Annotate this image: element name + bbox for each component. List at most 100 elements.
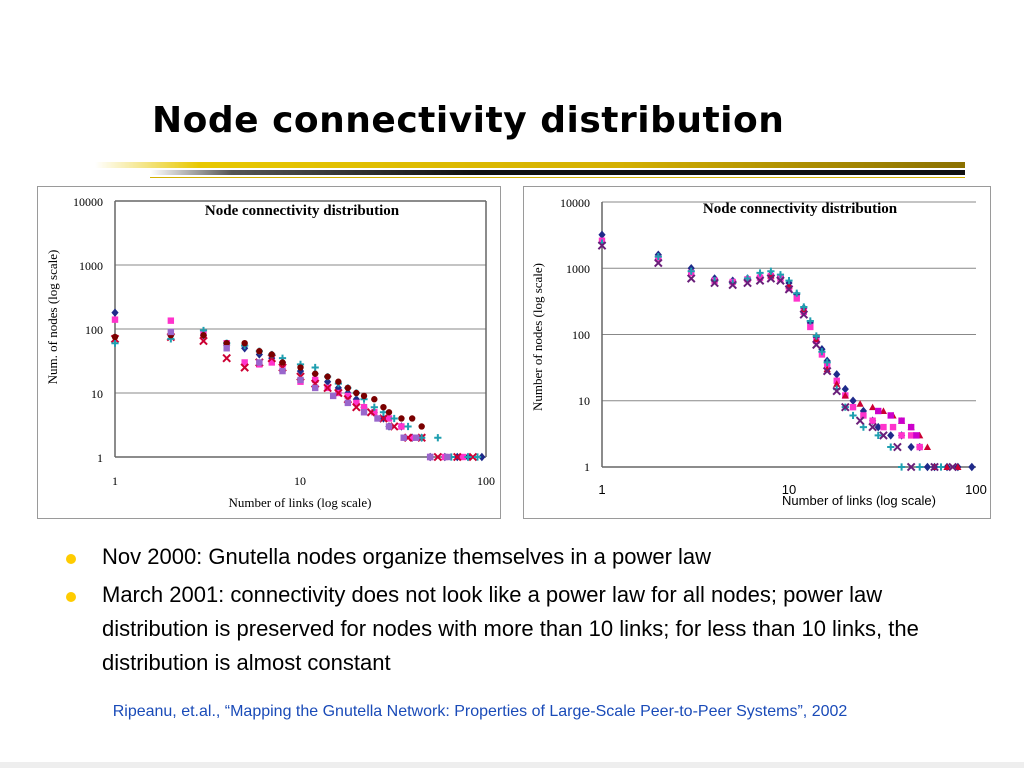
y-axis-label-text: Number of nodes (log scale) bbox=[530, 263, 545, 411]
data-point bbox=[413, 435, 419, 441]
x-tick-label-10: 10 bbox=[294, 474, 306, 488]
data-point bbox=[223, 345, 229, 351]
data-point bbox=[112, 316, 118, 322]
title-rule-gold bbox=[95, 162, 965, 168]
y-axis-label-text: Num. of nodes (log scale) bbox=[45, 250, 60, 385]
data-point bbox=[434, 434, 441, 441]
data-point bbox=[111, 308, 118, 316]
x-tick-label-10: 10 bbox=[782, 482, 796, 497]
citation: Ripeanu, et.al., “Mapping the Gnutella N… bbox=[80, 700, 880, 724]
data-point bbox=[312, 364, 319, 371]
data-point bbox=[256, 359, 262, 365]
data-point bbox=[223, 355, 230, 362]
y-tick-label-10000: 10000 bbox=[73, 195, 103, 209]
data-point bbox=[398, 415, 404, 421]
data-point bbox=[807, 324, 813, 330]
data-point bbox=[898, 417, 904, 423]
y-tick-label-10000: 10000 bbox=[560, 196, 590, 210]
chart-nov-2000-svg: Node connectivity distribution Num. of n… bbox=[38, 187, 500, 518]
data-point bbox=[887, 431, 894, 439]
data-point bbox=[324, 373, 330, 379]
data-point bbox=[924, 443, 931, 450]
y-tick-label-10: 10 bbox=[578, 394, 590, 408]
data-point bbox=[875, 408, 881, 414]
series-1 bbox=[112, 316, 466, 460]
series-5 bbox=[168, 329, 451, 460]
y-tick-label-1000: 1000 bbox=[566, 262, 590, 276]
data-point bbox=[444, 454, 450, 460]
x-tick-label-100: 100 bbox=[477, 474, 495, 488]
data-point bbox=[898, 463, 905, 470]
data-point bbox=[856, 417, 863, 424]
data-point bbox=[256, 348, 262, 354]
data-point bbox=[418, 423, 424, 429]
data-point bbox=[398, 423, 404, 429]
data-point bbox=[279, 359, 285, 365]
data-point bbox=[890, 424, 896, 430]
data-point bbox=[869, 417, 875, 423]
y-tick-label-10: 10 bbox=[91, 387, 103, 401]
x-tick-label-1: 1 bbox=[598, 482, 605, 497]
data-point bbox=[371, 396, 377, 402]
data-point bbox=[916, 463, 923, 470]
data-point bbox=[850, 404, 856, 410]
y-axis-label: Number of nodes (log scale) bbox=[530, 263, 545, 411]
data-point bbox=[297, 364, 303, 370]
x-axis-label: Number of links (log scale) bbox=[229, 495, 372, 510]
data-point bbox=[386, 409, 392, 415]
chart-title: Node connectivity distribution bbox=[703, 201, 898, 217]
data-point bbox=[279, 368, 285, 374]
data-point bbox=[849, 412, 856, 419]
gridlines bbox=[602, 202, 976, 467]
y-tick-label-1: 1 bbox=[97, 451, 103, 465]
data-point bbox=[908, 424, 914, 430]
data-point bbox=[917, 444, 923, 450]
data-point bbox=[330, 393, 336, 399]
data-point bbox=[380, 404, 386, 410]
series-4 bbox=[112, 332, 425, 430]
data-point bbox=[386, 423, 392, 429]
data-point bbox=[913, 432, 919, 438]
data-point bbox=[908, 443, 915, 451]
data-point bbox=[335, 379, 341, 385]
chart-march-2001-svg: Node connectivity distribution Number of… bbox=[524, 187, 990, 518]
y-tick-label-1000: 1000 bbox=[79, 259, 103, 273]
bullet-dot-icon bbox=[66, 592, 76, 602]
data-point bbox=[297, 377, 303, 383]
data-point bbox=[361, 393, 367, 399]
bottom-bar bbox=[0, 762, 1024, 768]
data-point bbox=[860, 424, 867, 431]
bullet-text: March 2001: connectivity does not look l… bbox=[102, 582, 919, 675]
data-point bbox=[427, 454, 433, 460]
data-point bbox=[968, 463, 975, 471]
x-tick-label-100: 100 bbox=[965, 482, 987, 497]
data-point bbox=[312, 371, 318, 377]
y-tick-label-100: 100 bbox=[85, 323, 103, 337]
data-point bbox=[409, 415, 415, 421]
data-point bbox=[269, 351, 275, 357]
data-point bbox=[833, 370, 840, 378]
x-axis-label: Number of links (log scale) bbox=[782, 493, 936, 508]
bullet-dot-icon bbox=[66, 554, 76, 564]
slide-title: Node connectivity distribution bbox=[152, 100, 784, 141]
bullet-item: Nov 2000: Gnutella nodes organize themse… bbox=[60, 540, 960, 574]
data-point bbox=[374, 415, 380, 421]
data-point bbox=[849, 397, 856, 405]
title-rule-thin bbox=[150, 177, 965, 178]
y-tick-label-1: 1 bbox=[584, 460, 590, 474]
data-point bbox=[894, 443, 901, 450]
title-rule-black bbox=[150, 170, 965, 175]
data-point bbox=[168, 317, 174, 323]
data-point bbox=[887, 443, 894, 450]
data-point bbox=[400, 435, 406, 441]
chart-nov-2000: Node connectivity distribution Num. of n… bbox=[37, 186, 501, 519]
chart-title: Node connectivity distribution bbox=[205, 203, 400, 219]
data-point bbox=[937, 463, 944, 470]
data-point bbox=[168, 329, 174, 335]
data-point bbox=[880, 424, 886, 430]
y-tick-label-100: 100 bbox=[572, 328, 590, 342]
bullet-list: Nov 2000: Gnutella nodes organize themse… bbox=[60, 540, 960, 684]
data-point bbox=[112, 334, 118, 340]
data-point bbox=[312, 385, 318, 391]
bullet-text: Nov 2000: Gnutella nodes organize themse… bbox=[102, 544, 711, 569]
